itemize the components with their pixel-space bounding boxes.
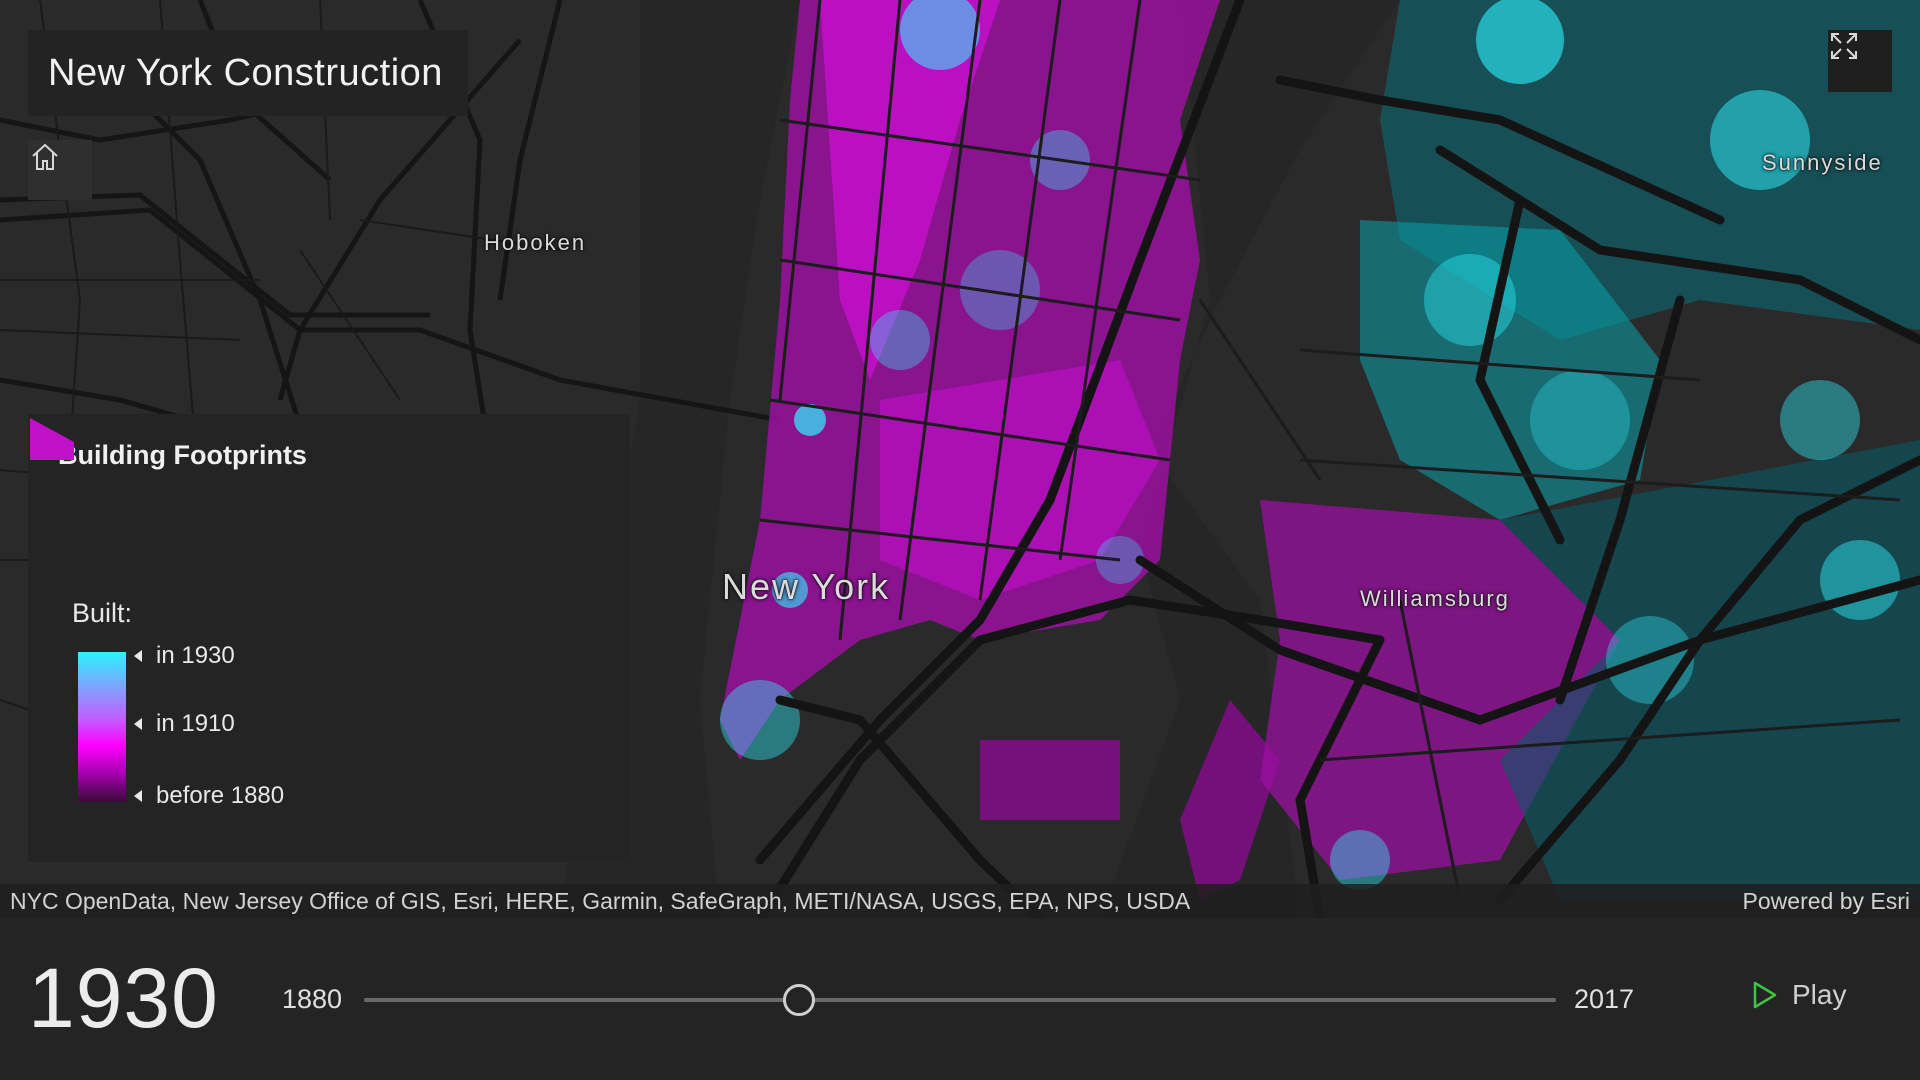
home-button[interactable]: [28, 140, 92, 200]
legend-stop-label: in 1910: [156, 710, 235, 737]
legend-stop-label: before 1880: [156, 782, 285, 809]
map-label-sunnyside: Sunnyside: [1762, 150, 1883, 175]
legend-pointer-icon: [134, 650, 142, 662]
play-button[interactable]: Play: [1752, 970, 1846, 1020]
attribution-bar: NYC OpenData, New Jersey Office of GIS, …: [0, 884, 1920, 918]
fullscreen-button[interactable]: [1828, 30, 1892, 92]
legend-title: Building Footprints: [58, 440, 307, 470]
map-label-williamsburg: Williamsburg: [1360, 586, 1510, 611]
powered-by-esri-link[interactable]: Powered by Esri: [1742, 887, 1910, 914]
slider-min-label: 1880: [282, 984, 343, 1014]
attribution-sources: NYC OpenData, New Jersey Office of GIS, …: [10, 887, 1191, 914]
slider-thumb[interactable]: [783, 984, 816, 1016]
play-icon: [1753, 981, 1777, 1009]
current-year: 1930: [28, 951, 219, 1045]
slider-max-label: 2017: [1574, 984, 1635, 1014]
map-view[interactable]: Hoboken New York Williamsburg Sunnyside …: [0, 0, 1920, 918]
legend-stop-middle: in 1910: [134, 710, 235, 738]
legend-footprint-swatch: [30, 418, 74, 460]
play-label: Play: [1792, 979, 1847, 1010]
legend-panel: Building Footprints Built: in 1930 in 19…: [28, 414, 630, 862]
fullscreen-icon: [1831, 33, 1857, 59]
slider-track[interactable]: [364, 998, 1556, 1002]
map-label-hoboken: Hoboken: [484, 230, 587, 255]
home-icon: [32, 143, 58, 170]
map-label-new-york: New York: [722, 566, 891, 607]
legend-color-ramp: [78, 652, 126, 802]
legend-pointer-icon: [134, 790, 142, 802]
legend-stop-top: in 1930: [134, 642, 235, 670]
app-title: New York Construction: [48, 51, 443, 94]
legend-stop-label: in 1930: [156, 642, 235, 669]
title-panel: New York Construction: [28, 30, 468, 116]
legend-pointer-icon: [134, 718, 142, 730]
legend-stop-bottom: before 1880: [134, 782, 284, 810]
time-slider-panel: 1930 1880 2017 Play: [0, 918, 1920, 1080]
legend-built-label: Built:: [72, 598, 133, 628]
